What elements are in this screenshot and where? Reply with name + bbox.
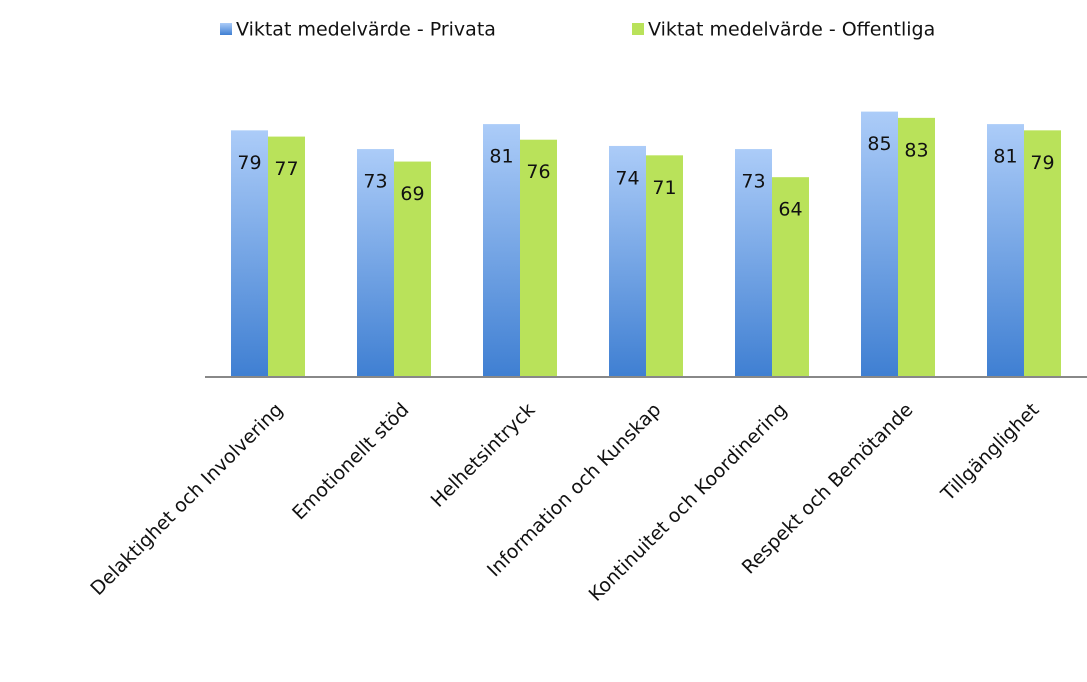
x-tick-label: Delaktighet och Involvering	[86, 399, 287, 600]
legend-swatch	[220, 23, 232, 35]
x-tick-label: Tillgänglighet	[936, 399, 1043, 506]
data-label: 73	[741, 171, 765, 193]
bar	[772, 177, 809, 377]
bar	[987, 124, 1024, 377]
data-label: 77	[274, 158, 298, 180]
data-label: 81	[489, 146, 513, 168]
x-tick-label: Emotionellt stöd	[288, 399, 413, 524]
bar	[357, 149, 394, 377]
data-label: 76	[526, 161, 550, 183]
data-label: 85	[867, 133, 891, 155]
legend-swatch	[632, 23, 644, 35]
bar	[898, 117, 935, 377]
data-label: 83	[904, 139, 928, 161]
bar	[735, 149, 772, 377]
data-label: 69	[400, 183, 424, 205]
data-label: 79	[1030, 152, 1054, 174]
data-label: 73	[363, 171, 387, 193]
bar	[268, 136, 305, 377]
data-label: 74	[615, 167, 639, 189]
bar	[394, 161, 431, 377]
data-label: 79	[237, 152, 261, 174]
data-label: 64	[778, 199, 802, 221]
bar	[483, 124, 520, 377]
x-tick-label: Helhetsintryck	[427, 399, 540, 512]
bar	[1024, 130, 1061, 377]
bar	[861, 111, 898, 377]
legend-label: Viktat medelvärde - Offentliga	[648, 19, 935, 41]
bar	[520, 139, 557, 377]
x-tick-label: Kontinuitet och Koordinering	[585, 399, 792, 606]
data-label: 81	[993, 146, 1017, 168]
bar	[646, 155, 683, 377]
bar	[231, 130, 268, 377]
legend-label: Viktat medelvärde - Privata	[236, 19, 496, 41]
bar	[609, 145, 646, 377]
data-label: 71	[652, 177, 676, 199]
